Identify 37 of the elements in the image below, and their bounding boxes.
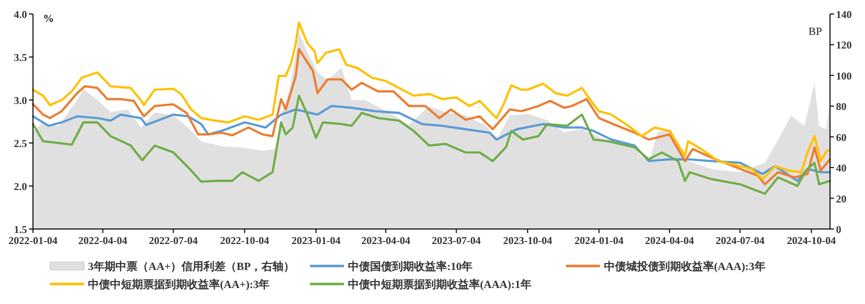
y2-tick-label: 60 xyxy=(836,132,846,144)
y2-tick-label: 120 xyxy=(836,40,852,52)
x-tick-label: 2024-10-04 xyxy=(786,236,837,247)
x-tick-label: 2023-01-04 xyxy=(291,236,342,247)
legend-label: 中债城投债到期收益率(AAA):3年 xyxy=(604,260,766,273)
y2-tick-label: 80 xyxy=(836,102,846,114)
y-tick-label: 4.0 xyxy=(14,10,27,21)
y2-axis-title: BP xyxy=(808,26,822,38)
x-tick-label: 2023-04-04 xyxy=(361,236,411,247)
y2-tick-label: 20 xyxy=(836,194,846,206)
y2-tick-label: 140 xyxy=(836,10,852,21)
line-series xyxy=(32,22,832,180)
y-tick-label: 2.5 xyxy=(14,139,27,150)
x-tick-label: 2023-07-04 xyxy=(432,236,482,247)
line-series xyxy=(32,104,832,182)
x-tick-label: 2024-07-04 xyxy=(716,236,766,247)
line-series xyxy=(32,48,832,186)
x-tick-label: 2024-01-04 xyxy=(574,236,624,247)
legend-label: 中债中短期票据到期收益率(AAA):1年 xyxy=(348,278,532,291)
y2-tick-label: 100 xyxy=(836,71,852,82)
y-tick-label: 3.5 xyxy=(14,53,27,64)
legend-label: 3年期中票（AA+）信用利差（BP，右轴） xyxy=(88,260,295,273)
y-tick-label: 1.5 xyxy=(14,225,27,236)
legend-label: 中债国债到期收益率:10年 xyxy=(348,260,473,273)
y2-tick-label: 0 xyxy=(836,225,842,236)
x-tick-label: 2022-07-04 xyxy=(148,236,199,247)
x-tick-label: 2023-10-04 xyxy=(503,236,553,247)
y-axis-title: % xyxy=(43,13,54,25)
y-tick-label: 3.0 xyxy=(14,96,27,107)
line-series xyxy=(32,94,832,195)
x-tick-label: 2022-10-04 xyxy=(220,236,270,247)
y-tick-label: 2.0 xyxy=(14,182,27,193)
x-tick-label: 2022-01-04 xyxy=(8,236,58,247)
x-tick-label: 2024-04-04 xyxy=(645,236,695,247)
x-tick-label: 2022-04-04 xyxy=(78,236,128,247)
y2-tick-label: 40 xyxy=(836,164,846,175)
legend-label: 中债中短期票据到期收益率(AA+):3年 xyxy=(88,278,270,291)
